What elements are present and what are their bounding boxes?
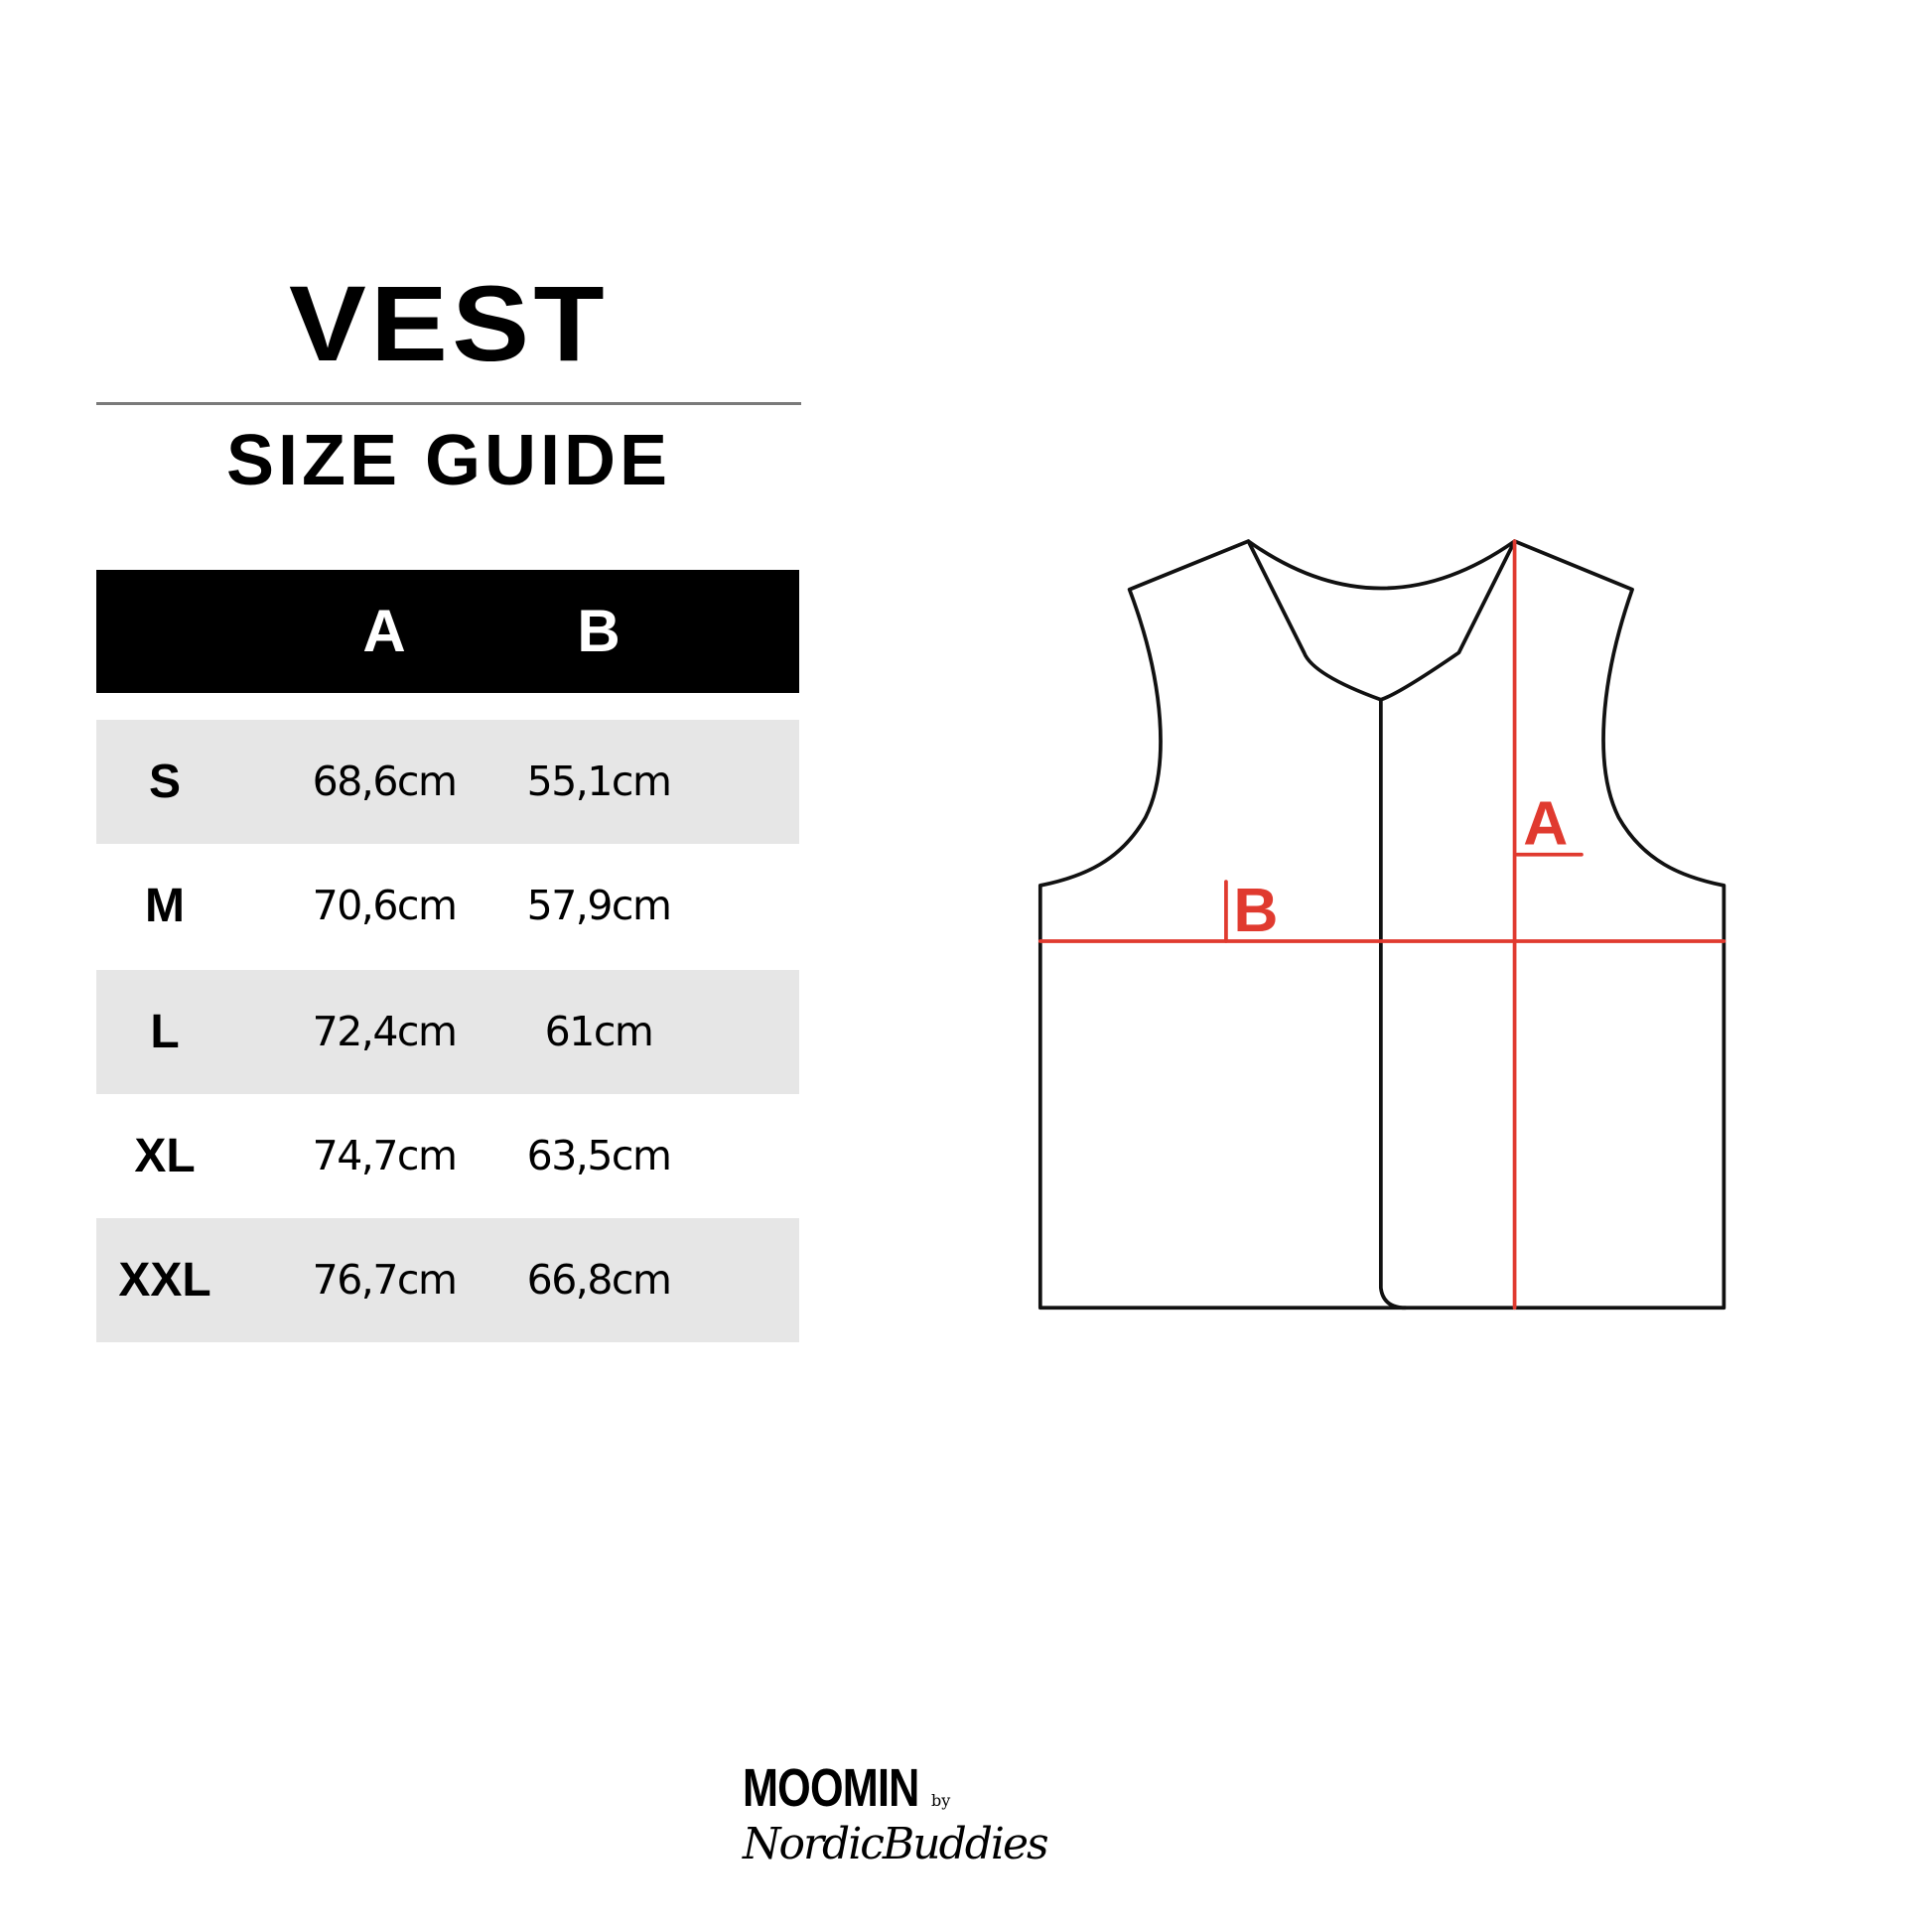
value-b: 55,1cm <box>526 758 672 805</box>
size-label: XL <box>134 1130 196 1182</box>
logo-moomin: MOOMIN <box>743 1758 919 1818</box>
value-a: 72,4cm <box>312 1008 458 1055</box>
table-row: S 68,6cm 55,1cm <box>96 720 799 844</box>
size-table-header: A B <box>96 570 799 693</box>
header-b: B <box>577 598 621 664</box>
header-a: A <box>362 598 406 664</box>
value-b: 63,5cm <box>526 1132 672 1179</box>
value-a: 70,6cm <box>312 882 458 929</box>
size-label: M <box>145 880 185 932</box>
title-divider <box>96 402 801 405</box>
size-label: S <box>148 756 181 808</box>
size-label: L <box>150 1006 180 1058</box>
table-row: XL 74,7cm 63,5cm <box>96 1094 799 1218</box>
vest-outline <box>1037 539 1726 1311</box>
table-row: M 70,6cm 57,9cm <box>96 844 799 968</box>
logo-nordicbuddies: NordicBuddies <box>743 1819 1049 1869</box>
value-b: 57,9cm <box>526 882 672 929</box>
page-subtitle: SIZE GUIDE <box>225 421 672 500</box>
label-a: A <box>1523 790 1568 859</box>
value-b: 61cm <box>544 1008 654 1055</box>
label-b: B <box>1233 877 1278 945</box>
logo-by: by <box>930 1791 951 1810</box>
vest-placket <box>1378 697 1408 1311</box>
value-a: 76,7cm <box>312 1256 458 1304</box>
value-a: 68,6cm <box>312 758 458 805</box>
page-title: VEST <box>289 263 609 383</box>
table-row: XXL 76,7cm 66,8cm <box>96 1218 799 1342</box>
size-label: XXL <box>118 1254 211 1307</box>
table-row: L 72,4cm 61cm <box>96 970 799 1094</box>
value-a: 74,7cm <box>312 1132 458 1179</box>
value-b: 66,8cm <box>526 1256 672 1304</box>
brand-logo: MOOMIN by NordicBuddies <box>743 1757 1199 1869</box>
